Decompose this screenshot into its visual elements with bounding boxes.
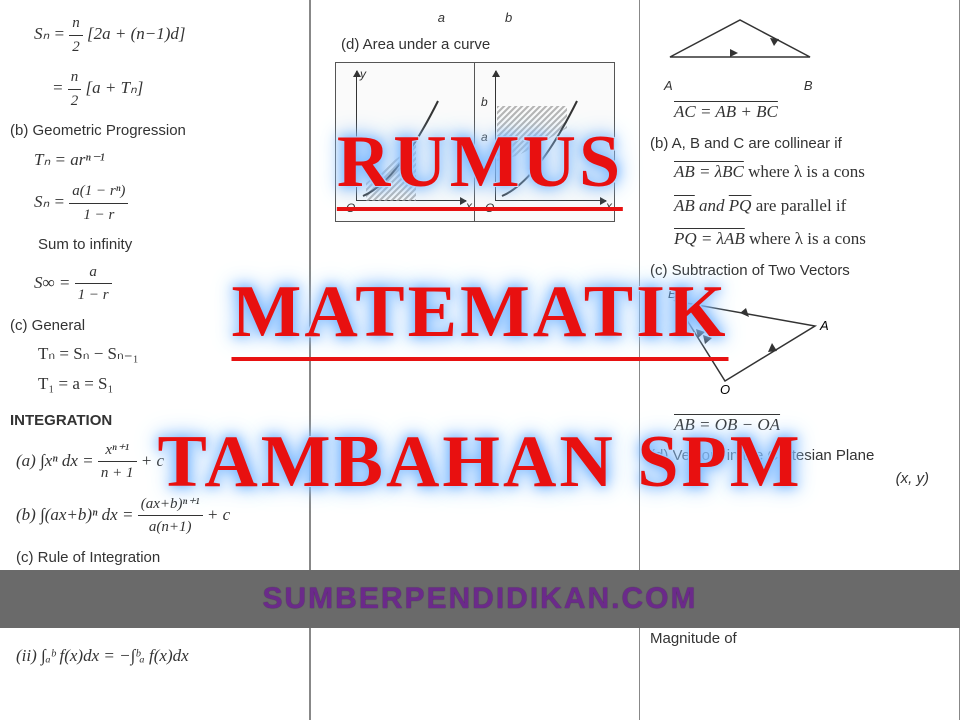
collinear-label: (b) A, B and C are collinear if <box>650 133 949 156</box>
geometric-progression-label: (b) Geometric Progression <box>10 120 299 143</box>
overlay-title-line1: RUMUS <box>337 120 623 211</box>
footer-url: SUMBERPENDIDIKAN.COM <box>262 582 697 616</box>
gp-tn: Tₙ = arⁿ⁻¹ <box>34 147 299 173</box>
collinear-eq: AB = λBC where λ is a cons <box>674 159 949 185</box>
arithmetic-sn-2: = n2 [a + Tₙ] <box>52 66 299 112</box>
svg-text:A: A <box>819 318 829 333</box>
tri-labels: A B <box>650 76 949 96</box>
triangle-addition-diagram <box>650 12 830 72</box>
integration-ii: (ii) ∫ₐᵇ f(x)dx = −∫ᵇₐ f(x)dx <box>16 643 299 669</box>
footer-band: SUMBERPENDIDIKAN.COM <box>0 570 960 628</box>
overlay-title-line2: MATEMATIK <box>231 270 728 361</box>
parallel-eq: PQ = λAB where λ is a cons <box>674 226 949 252</box>
general-2: T₁ = a = S₁ <box>38 371 299 397</box>
overlay-title-line3: TAMBAHAN SPM <box>157 420 802 505</box>
area-under-curve-label: (d) Area under a curve <box>341 34 629 57</box>
parallel-label: AB and PQ are parallel if <box>674 193 949 219</box>
vector-addition-eq: AC = AB + BC <box>674 99 949 125</box>
svg-text:O: O <box>720 382 730 396</box>
top-ab-labels: ab <box>321 8 629 28</box>
gp-sn: Sₙ = a(1 − rⁿ)1 − r <box>34 180 299 226</box>
magnitude-label: Magnitude of <box>650 628 949 651</box>
sum-infinity-label: Sum to infinity <box>38 234 299 257</box>
arithmetic-sn-1: Sₙ = n2 [2a + (n−1)d] <box>34 12 299 58</box>
integration-c: (c) Rule of Integration <box>16 547 299 570</box>
